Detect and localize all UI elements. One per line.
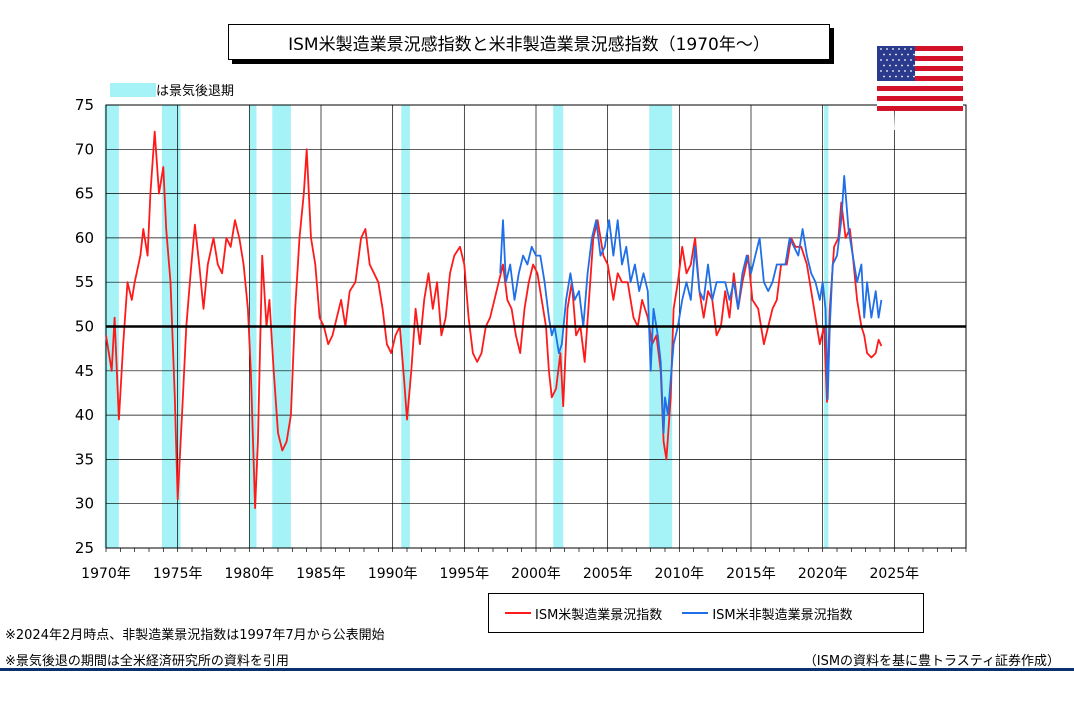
recession-legend: は景気後退期 [110,80,234,99]
y-tick-label: 45 [75,362,94,380]
flag-star [910,59,912,61]
footnote-1: ※2024年2月時点、非製造業景況指数は1997年7月から公表開始 [5,628,385,643]
x-axis-labels: 1970年 1975年 1980年 1985年 1990年 1995年 2000年 2005年… [81,566,919,582]
x-tick-label: 2005年 [583,566,633,582]
flag-star [886,48,888,50]
flag-stripe [877,81,963,86]
flag-star [883,53,885,56]
chart-title-text: ISM米製造業景況感指数と米非製造業景況感指数（1970年～） [288,34,770,55]
flag-star [889,64,891,67]
flag-star [880,70,882,72]
x-tick-label: 2015年 [726,566,776,582]
series-lines [105,130,883,509]
gridlines [105,104,967,552]
y-tick-label: 50 [75,318,94,336]
flag-star [898,59,900,61]
recession-legend-label: は景気後退期 [156,84,235,99]
flag-star [895,75,897,78]
y-axis-labels: 25 30 35 40 45 50 55 60 65 70 75 [75,96,94,557]
x-tick-label: 2020年 [798,566,848,582]
flag-stripe [877,51,963,56]
flag-star [901,64,903,67]
y-tick-label: 30 [75,495,94,513]
flag-star [907,64,909,67]
flag-stripe [877,96,963,101]
flag-star [913,53,915,56]
flag-stripe [877,66,963,71]
y-tick-label: 35 [75,450,94,468]
legend-line-non-manufacturing [682,612,709,614]
flag-stripe [877,61,963,66]
recession-swatch [110,82,156,97]
legend-item-non-manufacturing: ISM米非製造業景況指数 [682,604,853,623]
y-tick-label: 65 [75,185,94,203]
flag-star [913,75,915,78]
legend-label-non-manufacturing: ISM米非製造業景況指数 [712,607,853,623]
series-line-non-manufacturing [499,175,883,434]
flag-star [892,48,894,50]
flag-star [904,59,906,61]
y-tick-label: 60 [75,229,94,247]
flag-stripe [877,106,963,111]
y-tick-label: 55 [75,273,94,291]
series-line-manufacturing [105,130,883,509]
flag-star [895,64,897,67]
flag-stripe [877,46,963,51]
flag-star [901,53,903,56]
legend-item-manufacturing: ISM米製造業景況指数 [505,604,662,623]
y-tick-label: 70 [75,140,94,158]
flag-star [898,70,900,72]
x-tick-label: 2025年 [870,566,920,582]
flag-star [880,59,882,61]
flag-star [901,75,903,78]
x-tick-label: 1970年 [81,566,131,582]
flag-star [904,70,906,72]
legend-line-manufacturing [505,612,531,614]
flag-star [910,70,912,72]
x-tick-label: 2010年 [655,566,705,582]
flag-star [886,70,888,72]
flag-star [913,64,915,67]
flag-stripe [877,101,963,106]
flag-star [898,48,900,50]
flag-star [880,48,882,50]
y-tick-label: 75 [75,96,94,114]
flag-stripe [877,86,963,91]
footnote-2: ※景気後退の期間は全米経済研究所の資料を引用 [5,654,289,669]
flag-star [892,70,894,72]
flag-star [910,48,912,50]
flag-star [895,53,897,56]
flag-star [883,75,885,78]
source-note: （ISMの資料を基に豊トラスティ証券作成） [803,654,1060,669]
x-tick-label: 1995年 [440,566,490,582]
x-tick-label: 1980年 [225,566,275,582]
flag-star [886,59,888,61]
flag-star [907,75,909,78]
x-tick-label: 1975年 [153,566,203,582]
series-legend: ISM米製造業景況指数 ISM米非製造業景況指数 [488,593,924,633]
flag-star [907,53,909,56]
chart-title: ISM米製造業景況感指数と米非製造業景況感指数（1970年～） [228,24,830,60]
x-tick-label: 2000年 [511,566,561,582]
flag-stripe [877,56,963,61]
y-tick-label: 40 [75,406,94,424]
us-flag-icon [877,46,963,130]
footer-bar [0,668,1074,671]
flag-star [889,53,891,56]
x-tick-label: 1990年 [368,566,418,582]
flag-stripe [877,71,963,76]
x-tick-label: 1985年 [296,566,346,582]
y-tick-label: 25 [75,539,94,557]
legend-label-manufacturing: ISM米製造業景況指数 [535,607,663,623]
flag-star [904,48,906,50]
flag-stripe [877,91,963,96]
flag-star [889,75,891,78]
flag-star [892,59,894,61]
flag-star [883,64,885,67]
flag-stripe [877,76,963,81]
